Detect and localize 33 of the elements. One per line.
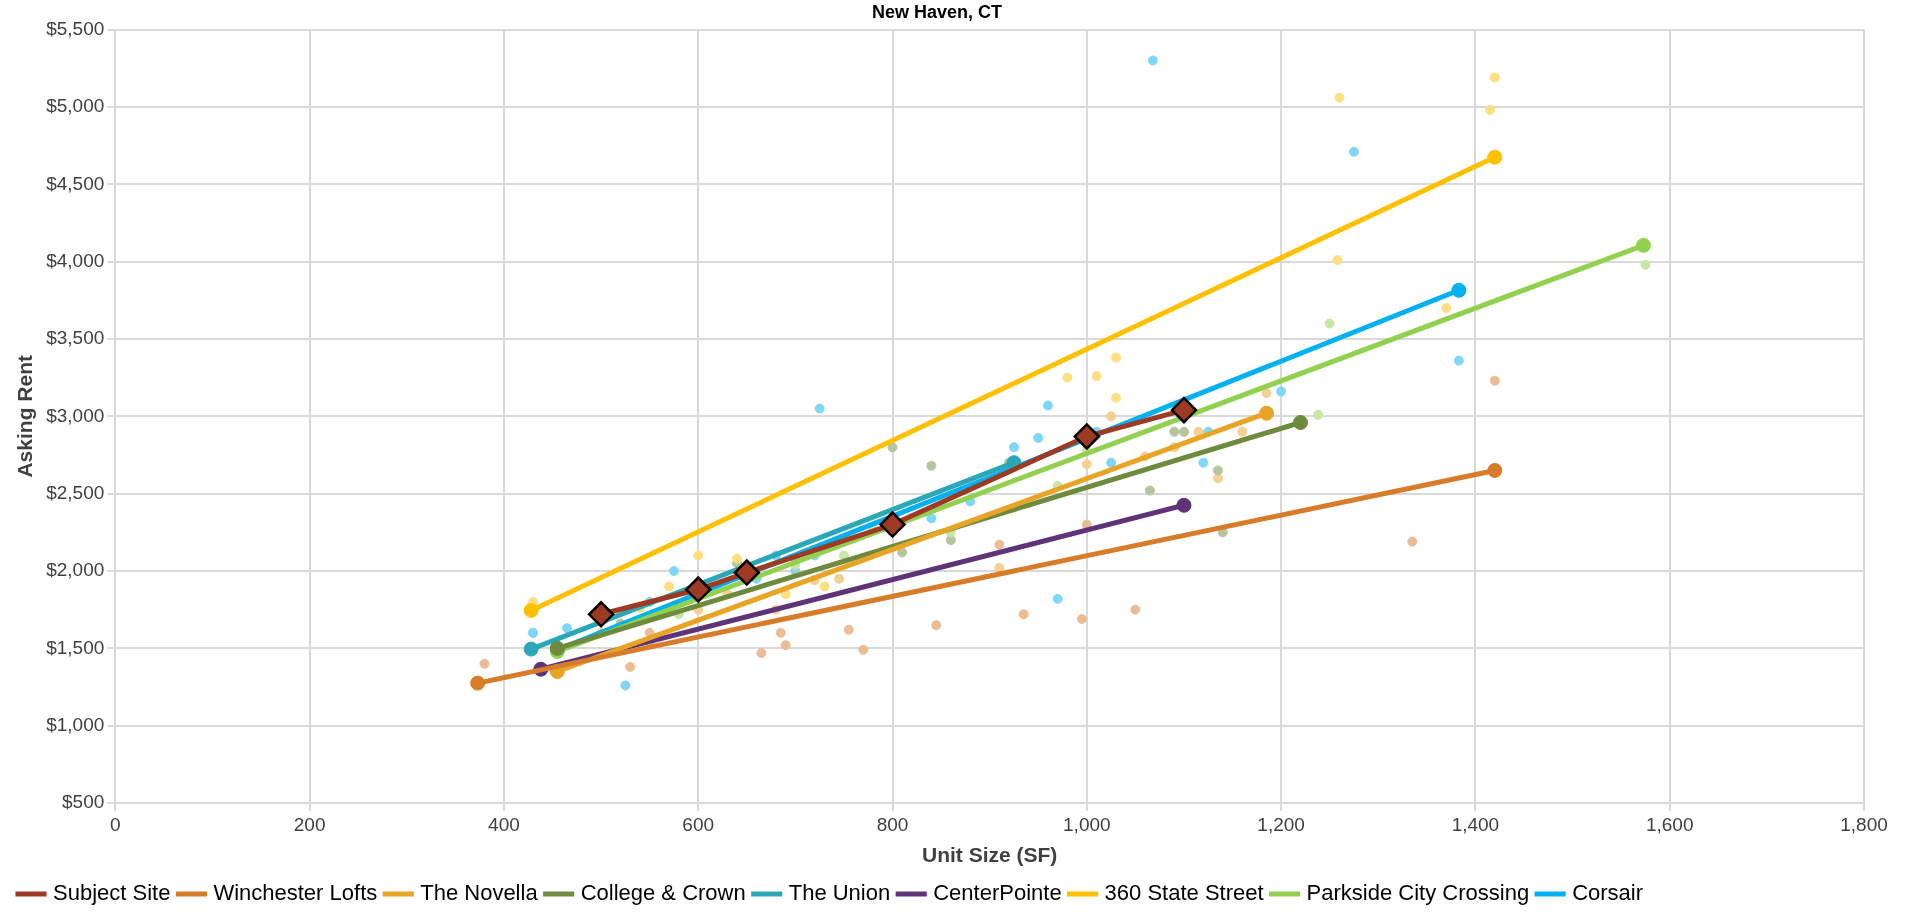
x-tick-label: 1,000 [1063,813,1111,835]
x-tick-label: 600 [682,813,715,835]
legend-label: Winchester Lofts [213,880,378,906]
y-tick-label: $1,000 [46,713,105,735]
x-tick-label: 1,600 [1645,813,1694,835]
y-axis-title: Asking Rent [13,355,37,478]
y-tick-label: $500 [62,791,105,813]
legend-label: Subject Site [53,880,171,906]
legend-label: College & Crown [580,880,746,906]
y-tick-label: $3,000 [46,404,105,426]
legend-label: Parkside City Crossing [1306,880,1530,906]
x-tick-label: 800 [876,813,909,835]
x-tick-label: 0 [110,813,121,835]
x-tick-label: 1,800 [1840,813,1888,835]
y-tick-label: $1,500 [46,636,105,658]
y-tick-label: $3,500 [46,327,105,349]
y-tick-label: $2,500 [46,481,105,503]
legend-label: The Union [788,880,891,906]
x-axis-title: Unit Size (SF) [921,843,1058,867]
x-tick-label: 1,400 [1451,813,1500,835]
y-tick-label: $5,500 [46,17,105,39]
x-tick-label: 400 [488,813,520,835]
chart-title: New Haven, CT [871,1,1003,22]
legend-label: The Novella [420,880,539,906]
y-tick-label: $5,000 [46,95,105,117]
legend-label: 360 State Street [1104,880,1264,906]
y-tick-label: $2,000 [46,559,105,581]
legend-label: Corsair [1572,880,1644,906]
x-tick-label: 1,200 [1257,813,1305,835]
legend-label: CenterPointe [933,880,1062,906]
y-tick-label: $4,500 [46,172,105,194]
x-tick-label: 200 [293,813,326,835]
y-tick-label: $4,000 [46,249,105,271]
